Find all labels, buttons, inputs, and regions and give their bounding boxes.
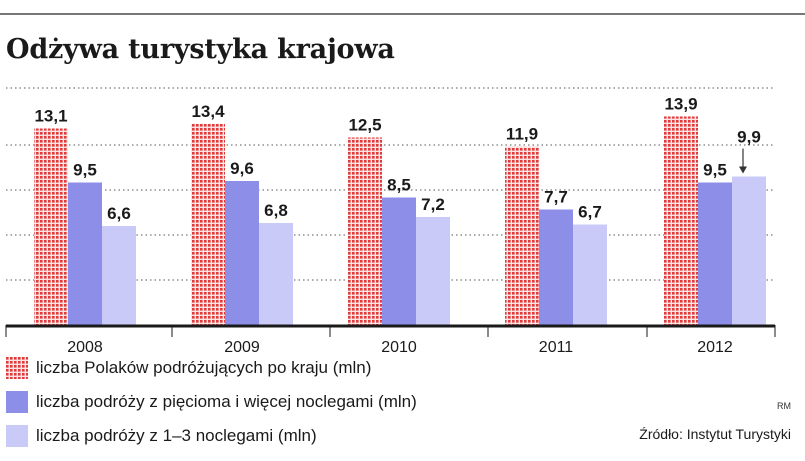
top-rule <box>0 13 805 15</box>
data-label: 13,4 <box>191 102 225 121</box>
legend-label: liczba podróży z pięcioma i więcej nocle… <box>36 392 417 411</box>
bar <box>68 182 102 325</box>
x-tick-label: 2009 <box>224 339 260 356</box>
bar <box>382 197 416 325</box>
chart-title: Odżywa turystyka krajowa <box>6 34 395 65</box>
annotation-arrow-head <box>739 166 747 174</box>
data-label: 6,8 <box>264 201 288 220</box>
data-label: 6,7 <box>578 203 602 222</box>
bar <box>664 116 698 325</box>
legend-swatch-purple <box>6 391 28 413</box>
source-note: Źródło: Instytut Turystyki <box>639 426 791 442</box>
bar <box>573 224 607 325</box>
data-label: 9,6 <box>230 159 254 178</box>
data-label: 12,5 <box>348 116 381 135</box>
data-label: 6,6 <box>107 204 131 223</box>
x-tick-label: 2012 <box>697 339 733 356</box>
bar <box>225 181 259 325</box>
bars <box>34 116 766 325</box>
data-label: 8,5 <box>387 176 411 195</box>
data-label: 11,9 <box>506 125 538 144</box>
bar <box>348 137 382 325</box>
data-label: 7,2 <box>421 195 445 214</box>
author-initials: RM <box>777 401 791 411</box>
legend-swatch-dotted <box>6 357 28 379</box>
x-tick-label: 2008 <box>67 339 103 356</box>
bar <box>505 146 539 325</box>
bar <box>34 128 68 325</box>
bar <box>102 226 136 325</box>
bar <box>416 217 450 325</box>
bar <box>259 223 293 325</box>
legend-label: liczba Polaków podróżujących po kraju (m… <box>36 358 372 377</box>
data-label: 9,5 <box>73 161 97 180</box>
legend-label: liczba podróży z 1–3 noclegami (mln) <box>36 426 317 445</box>
bar <box>539 209 573 325</box>
data-label: 9,5 <box>703 161 727 180</box>
data-label: 13,1 <box>34 107 67 126</box>
value-labels: 13,1 9,5 6,6 13,4 9,6 6,8 12,5 8,5 7,2 11,9 7,7 6,7… <box>34 95 760 224</box>
x-tick-label: 2010 <box>381 339 417 356</box>
x-tick-label: 2011 <box>539 339 574 356</box>
legend-swatch-lavender <box>6 425 28 447</box>
bar <box>191 124 225 325</box>
data-label: 7,7 <box>544 188 568 207</box>
data-label: 9,9 <box>737 128 761 147</box>
data-label: 13,9 <box>664 95 697 114</box>
bar <box>698 182 732 325</box>
x-axis: 2008 2009 2010 2011 2012 <box>5 324 776 356</box>
bar <box>732 176 766 325</box>
